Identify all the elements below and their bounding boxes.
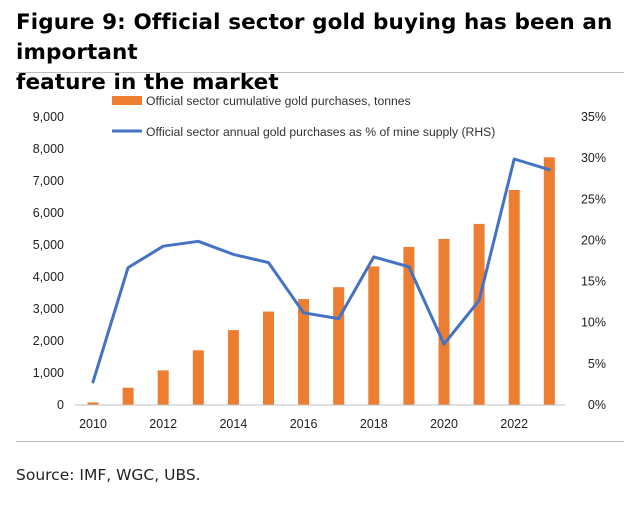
bar-2018	[368, 266, 380, 405]
y-tick-label: 5,000	[33, 238, 64, 252]
x-tick-label: 2014	[219, 417, 247, 431]
y-tick-label: 1,000	[33, 366, 64, 380]
title-divider	[16, 72, 624, 73]
y-axis-left: 0 1,000 2,000 3,000 4,000 5,000 6,000 7,000 8,00…	[33, 110, 64, 412]
bar-2021	[473, 223, 485, 405]
y2-tick-label: 30%	[581, 151, 606, 165]
y-tick-label: 9,000	[33, 110, 64, 124]
x-tick-label: 2020	[430, 417, 458, 431]
y-tick-label: 4,000	[33, 270, 64, 284]
legend-bar-swatch	[112, 96, 142, 105]
x-tick-label: 2012	[149, 417, 177, 431]
legend-bar-label: Official sector cumulative gold purchase…	[146, 94, 411, 108]
x-tick-label: 2016	[290, 417, 318, 431]
bar-2015	[263, 311, 274, 405]
y-tick-label: 0	[57, 398, 64, 412]
y-tick-label: 8,000	[33, 142, 64, 156]
y2-tick-label: 35%	[581, 110, 606, 124]
source-note: Source: IMF, WGC, UBS.	[16, 466, 201, 484]
y2-tick-label: 0%	[588, 398, 606, 412]
bar-2023	[543, 157, 555, 405]
chart-title-line-1: Figure 9: Official sector gold buying ha…	[16, 10, 613, 65]
bar-2012	[157, 370, 169, 405]
legend: Official sector cumulative gold purchase…	[112, 94, 495, 139]
y-tick-label: 3,000	[33, 302, 64, 316]
bar-2013	[192, 350, 204, 405]
chart-title: Figure 9: Official sector gold buying ha…	[16, 8, 628, 98]
bar-2019	[403, 246, 415, 405]
bar-2020	[438, 238, 450, 405]
y-tick-label: 2,000	[33, 334, 64, 348]
legend-line-label: Official sector annual gold purchases as…	[146, 125, 495, 139]
bar-2010	[87, 402, 99, 405]
bar-2014	[227, 330, 239, 405]
bar-series	[87, 157, 555, 405]
line-series	[91, 157, 551, 384]
x-axis: 2010 2012 2014 2016 2018 2020 2022	[79, 417, 528, 431]
y2-tick-label: 20%	[581, 233, 606, 247]
chart-title-line-2: feature in the market	[16, 70, 279, 95]
y-axis-right: 0% 5% 10% 15% 20% 25% 30% 35%	[581, 110, 606, 412]
y-tick-label: 6,000	[33, 206, 64, 220]
y-tick-label: 7,000	[33, 174, 64, 188]
footer-divider	[16, 441, 624, 442]
y2-tick-label: 15%	[581, 275, 606, 289]
x-tick-label: 2018	[360, 417, 388, 431]
y2-tick-label: 25%	[581, 192, 606, 206]
bar-2016	[298, 299, 310, 405]
x-tick-label: 2010	[79, 417, 107, 431]
chart-plot: 0 1,000 2,000 3,000 4,000 5,000 6,000 7,000 8,00…	[33, 94, 606, 431]
y2-tick-label: 5%	[588, 357, 606, 371]
bar-2011	[122, 387, 134, 405]
x-tick-label: 2022	[500, 417, 528, 431]
bar-2022	[508, 190, 520, 405]
y2-tick-label: 10%	[581, 316, 606, 330]
bar-2017	[333, 287, 345, 405]
